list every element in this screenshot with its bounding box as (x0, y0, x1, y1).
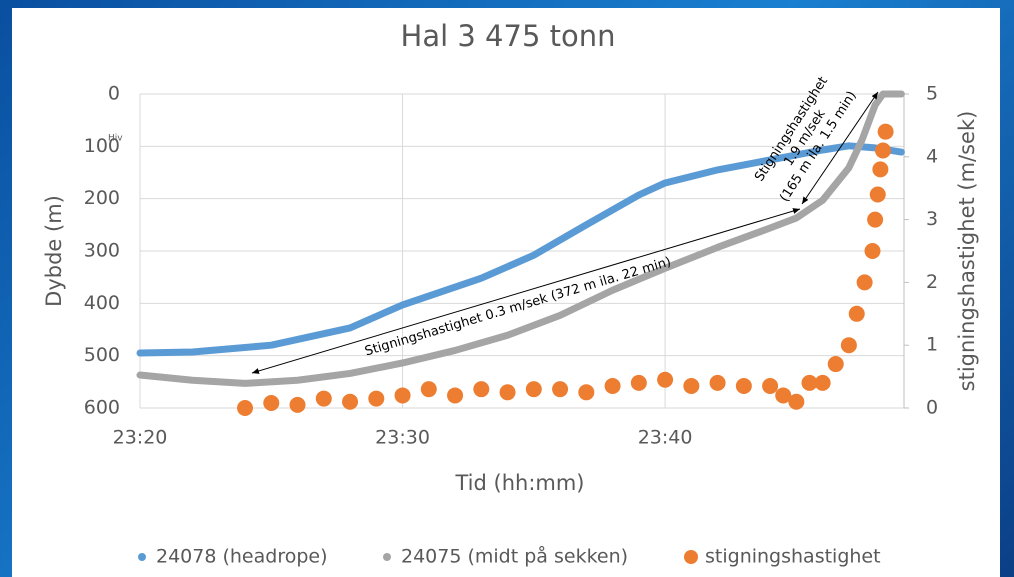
y-tick-label: 300 (84, 240, 120, 262)
data-point (578, 384, 595, 401)
y2-tick-label: 3 (926, 208, 938, 230)
y-tick-label: 100 (84, 135, 120, 157)
legend-marker (684, 550, 698, 564)
annotation-arrow (801, 91, 879, 205)
data-point (420, 381, 437, 398)
data-point (394, 387, 411, 404)
data-point (473, 381, 490, 398)
y-tick-label: 500 (84, 344, 120, 366)
data-point (368, 390, 385, 407)
data-point (814, 374, 831, 391)
data-point (237, 400, 254, 416)
data-point (342, 393, 359, 410)
data-point (604, 378, 621, 395)
x-tick-label: 23:20 (113, 427, 168, 449)
data-point (762, 378, 779, 395)
data-point (630, 374, 647, 391)
data-point (447, 387, 464, 404)
data-point (709, 374, 726, 391)
data-point (499, 384, 516, 401)
y2-axis-label: stigningshastighet (m/sek) (955, 111, 979, 392)
data-point (657, 371, 674, 388)
data-point (775, 387, 792, 404)
legend-marker (138, 553, 146, 561)
data-point (552, 381, 569, 398)
data-point (874, 142, 891, 159)
data-point (788, 393, 805, 410)
annotation: Hiv (108, 134, 123, 144)
data-point (289, 396, 306, 413)
legend-label: stigningshastighet (705, 546, 881, 568)
data-point (869, 186, 886, 203)
y-tick-label: 400 (84, 292, 120, 314)
data-point (848, 305, 865, 322)
y-tick-label: 0 (108, 83, 120, 105)
x-axis-label: Tid (hh:mm) (454, 471, 584, 495)
data-point (840, 337, 857, 354)
data-point (735, 378, 752, 395)
data-point (525, 381, 542, 398)
y-tick-label: 200 (84, 187, 120, 209)
y-axis-label: Dybde (m) (42, 195, 66, 307)
y2-tick-label: 1 (926, 334, 938, 356)
annotation-arrow (251, 208, 801, 374)
data-point (315, 390, 332, 407)
legend-marker (383, 553, 391, 561)
data-point (801, 374, 818, 391)
data-point (872, 161, 889, 178)
y2-tick-label: 0 (926, 397, 938, 419)
legend-label: 24075 (midt på sekken) (401, 545, 628, 568)
data-point (877, 123, 894, 140)
data-point (683, 378, 700, 395)
y2-tick-label: 4 (926, 145, 938, 167)
x-tick-label: 23:40 (638, 427, 693, 449)
legend-label: 24078 (headrope) (156, 546, 328, 568)
data-point (263, 394, 280, 411)
y-tick-label: 600 (84, 397, 120, 419)
y2-tick-label: 5 (926, 83, 938, 105)
chart-title: Hal 3 475 tonn (401, 19, 616, 53)
data-point (867, 211, 884, 228)
x-tick-label: 23:30 (375, 427, 430, 449)
data-point (827, 356, 844, 373)
data-point (864, 243, 881, 259)
data-point (856, 274, 873, 291)
y2-tick-label: 2 (926, 271, 938, 293)
